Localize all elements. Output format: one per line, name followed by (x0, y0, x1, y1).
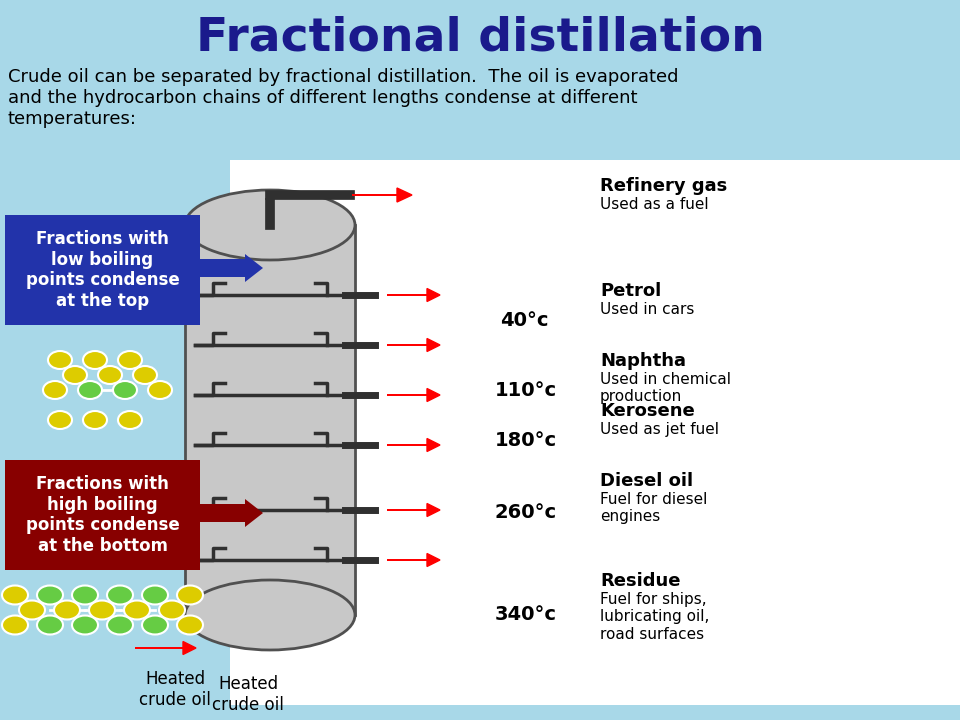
Ellipse shape (113, 381, 137, 399)
Text: Residue: Residue (600, 572, 681, 590)
Text: Crude oil can be separated by fractional distillation.  The oil is evaporated
an: Crude oil can be separated by fractional… (8, 68, 679, 127)
Text: Heated
crude oil: Heated crude oil (212, 675, 284, 714)
FancyArrow shape (387, 289, 440, 302)
FancyArrow shape (387, 503, 440, 516)
FancyArrow shape (387, 438, 440, 451)
Text: 260°c: 260°c (495, 503, 557, 523)
Ellipse shape (124, 600, 150, 619)
FancyArrow shape (352, 188, 412, 202)
Ellipse shape (72, 616, 98, 634)
Ellipse shape (118, 411, 142, 429)
Ellipse shape (177, 616, 203, 634)
FancyArrow shape (135, 642, 196, 654)
Ellipse shape (2, 616, 28, 634)
Ellipse shape (148, 381, 172, 399)
Ellipse shape (2, 585, 28, 605)
Ellipse shape (63, 366, 87, 384)
Text: 110°c: 110°c (495, 380, 557, 400)
Text: Used as jet fuel: Used as jet fuel (600, 422, 719, 437)
Text: Naphtha: Naphtha (600, 352, 686, 370)
FancyArrow shape (387, 554, 440, 567)
FancyArrow shape (387, 389, 440, 402)
Ellipse shape (19, 600, 45, 619)
FancyBboxPatch shape (5, 215, 200, 325)
Text: Heated
crude oil: Heated crude oil (139, 670, 211, 708)
Ellipse shape (37, 616, 63, 634)
Text: Refinery gas: Refinery gas (600, 177, 728, 195)
Ellipse shape (83, 351, 107, 369)
Ellipse shape (177, 585, 203, 605)
Ellipse shape (185, 190, 355, 260)
FancyArrow shape (200, 499, 263, 527)
Text: Used as a fuel: Used as a fuel (600, 197, 708, 212)
Ellipse shape (37, 585, 63, 605)
FancyArrow shape (387, 338, 440, 351)
FancyBboxPatch shape (230, 160, 960, 705)
Ellipse shape (107, 616, 133, 634)
Ellipse shape (98, 366, 122, 384)
Ellipse shape (48, 351, 72, 369)
Text: Fuel for diesel
engines: Fuel for diesel engines (600, 492, 708, 524)
Text: 40°c: 40°c (500, 310, 548, 330)
Text: 180°c: 180°c (495, 431, 557, 449)
Ellipse shape (78, 381, 102, 399)
Text: Fractions with
high boiling
points condense
at the bottom: Fractions with high boiling points conde… (26, 474, 180, 555)
Ellipse shape (107, 585, 133, 605)
Ellipse shape (43, 381, 67, 399)
Bar (185, 225, 355, 615)
Ellipse shape (142, 585, 168, 605)
FancyArrow shape (200, 254, 263, 282)
Ellipse shape (118, 351, 142, 369)
Ellipse shape (83, 411, 107, 429)
FancyBboxPatch shape (5, 460, 200, 570)
Text: Used in cars: Used in cars (600, 302, 694, 317)
Ellipse shape (54, 600, 80, 619)
Text: Fractions with
low boiling
points condense
at the top: Fractions with low boiling points conden… (26, 230, 180, 310)
Text: Petrol: Petrol (600, 282, 661, 300)
Text: Fractional distillation: Fractional distillation (196, 16, 764, 60)
Text: Fuel for ships,
lubricating oil,
road surfaces: Fuel for ships, lubricating oil, road su… (600, 592, 709, 642)
Text: 340°c: 340°c (495, 606, 557, 624)
Ellipse shape (159, 600, 185, 619)
Ellipse shape (89, 600, 115, 619)
Text: Diesel oil: Diesel oil (600, 472, 693, 490)
Text: Kerosene: Kerosene (600, 402, 695, 420)
Text: Used in chemical
production: Used in chemical production (600, 372, 731, 405)
Ellipse shape (142, 616, 168, 634)
Ellipse shape (133, 366, 157, 384)
Ellipse shape (185, 580, 355, 650)
Ellipse shape (72, 585, 98, 605)
Ellipse shape (48, 411, 72, 429)
